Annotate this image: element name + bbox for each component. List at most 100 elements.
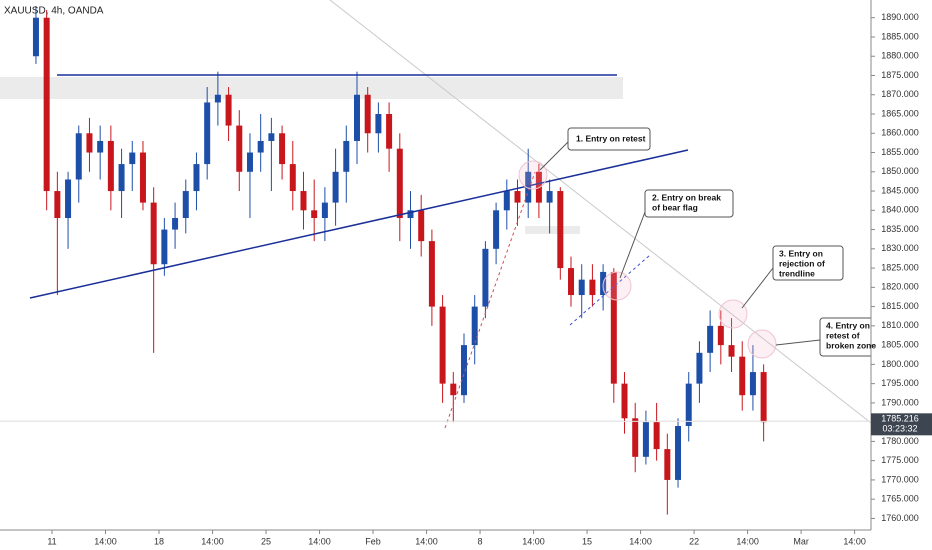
y-tick-label: 1775.000	[881, 455, 919, 465]
candle-body	[739, 356, 746, 396]
candle-body	[407, 210, 414, 219]
candle-body	[161, 229, 168, 265]
candle-body	[696, 352, 703, 384]
candle-body	[685, 383, 692, 427]
y-tick-label: 1830.000	[881, 243, 919, 253]
x-tick-label: 8	[478, 536, 483, 546]
candle-body	[246, 152, 253, 172]
candle-body	[461, 345, 467, 396]
x-tick-label: 22	[689, 536, 699, 546]
y-tick-label: 1795.000	[881, 378, 919, 388]
retest-zone	[525, 226, 580, 234]
candle-body	[65, 179, 72, 219]
y-tick-label: 1760.000	[881, 513, 919, 523]
pointer	[619, 211, 646, 279]
y-tick-label: 1885.000	[881, 31, 919, 41]
down-trendline	[329, 0, 881, 431]
callout-text: broken zone	[826, 340, 876, 350]
candle-body	[428, 241, 435, 307]
candle-body	[396, 148, 403, 219]
y-tick-label: 1860.000	[881, 128, 919, 138]
candle-body	[675, 426, 682, 480]
y-tick-label: 1800.000	[881, 359, 919, 369]
entry-circle	[718, 299, 748, 329]
x-tick-label: 14:00	[201, 536, 224, 546]
candle-body	[332, 171, 339, 203]
y-tick-label: 1865.000	[881, 108, 919, 118]
candle-body	[728, 345, 735, 357]
candle-body	[664, 449, 671, 480]
y-tick-label: 1870.000	[881, 89, 919, 99]
candle-body	[75, 133, 82, 180]
candle-body	[43, 17, 50, 192]
candle-body	[557, 191, 564, 269]
candle-body	[32, 17, 39, 57]
candle-body	[343, 140, 350, 172]
candle-body	[439, 306, 446, 384]
x-tick-label: 15	[582, 536, 592, 546]
y-tick-label: 1845.000	[881, 185, 919, 195]
x-tick-label: 14:00	[736, 536, 759, 546]
candle-body	[172, 218, 179, 230]
candle-body	[568, 268, 575, 296]
y-tick-label: 1890.000	[881, 12, 919, 22]
candle-body	[589, 279, 596, 296]
x-tick-label: Feb	[365, 536, 381, 546]
candle-body	[514, 191, 521, 203]
chart-title: XAUUSD, 4h, OANDA	[4, 6, 104, 17]
y-tick-label: 1790.000	[881, 397, 919, 407]
candle-body	[493, 210, 500, 249]
candle-body	[150, 202, 157, 265]
x-tick-label: 25	[261, 536, 271, 546]
candle-body	[525, 171, 532, 203]
candle-body	[107, 140, 114, 192]
candle-body	[642, 422, 649, 457]
y-tick-label: 1805.000	[881, 339, 919, 349]
drawings	[29, 74, 883, 429]
candle-body	[139, 152, 146, 203]
candle-body	[311, 210, 318, 219]
y-tick-label: 1835.000	[881, 224, 919, 234]
callout-text: trendline	[779, 268, 815, 278]
pointer	[741, 267, 774, 309]
candle-body	[717, 325, 724, 346]
candle-body	[86, 133, 93, 153]
y-tick-label: 1855.000	[881, 147, 919, 157]
candles	[32, 6, 767, 515]
x-tick-label: 14:00	[629, 536, 652, 546]
entry-circle	[518, 160, 548, 190]
y-tick-label: 1875.000	[881, 70, 919, 80]
candle-body	[749, 372, 756, 396]
entry-circle	[602, 271, 632, 301]
candle-body	[546, 191, 553, 203]
callout-box	[772, 245, 844, 281]
callout-text: 2. Entry on break	[652, 192, 721, 202]
x-tick-label: 14:00	[522, 536, 545, 546]
candle-body	[289, 164, 296, 192]
candle-body	[418, 210, 425, 242]
candle-body	[300, 191, 307, 211]
x-tick-label: 14:00	[94, 536, 117, 546]
x-tick-label: Mar	[793, 536, 809, 546]
y-tick-label: 1770.000	[881, 474, 919, 484]
callout-box	[567, 127, 651, 151]
candle-body	[353, 94, 360, 141]
candle-body	[279, 133, 286, 165]
pointer	[775, 339, 821, 346]
resistance-zone	[0, 77, 623, 99]
candle-body	[204, 102, 211, 165]
y-tick-label: 1810.000	[881, 320, 919, 330]
candle-body	[257, 140, 264, 153]
y-tick-label: 1765.000	[881, 494, 919, 504]
countdown-label: 03:23:32	[882, 424, 917, 434]
candle-body	[364, 94, 371, 134]
last-price-label: 1785.216	[881, 414, 919, 424]
y-tick-label: 1850.000	[881, 166, 919, 176]
price-axis-bg	[871, 0, 932, 550]
candle-body	[471, 306, 478, 346]
y-tick-label: 1780.000	[881, 436, 919, 446]
candle-body	[129, 152, 136, 165]
candle-body	[386, 114, 393, 149]
candle-body	[578, 279, 585, 296]
